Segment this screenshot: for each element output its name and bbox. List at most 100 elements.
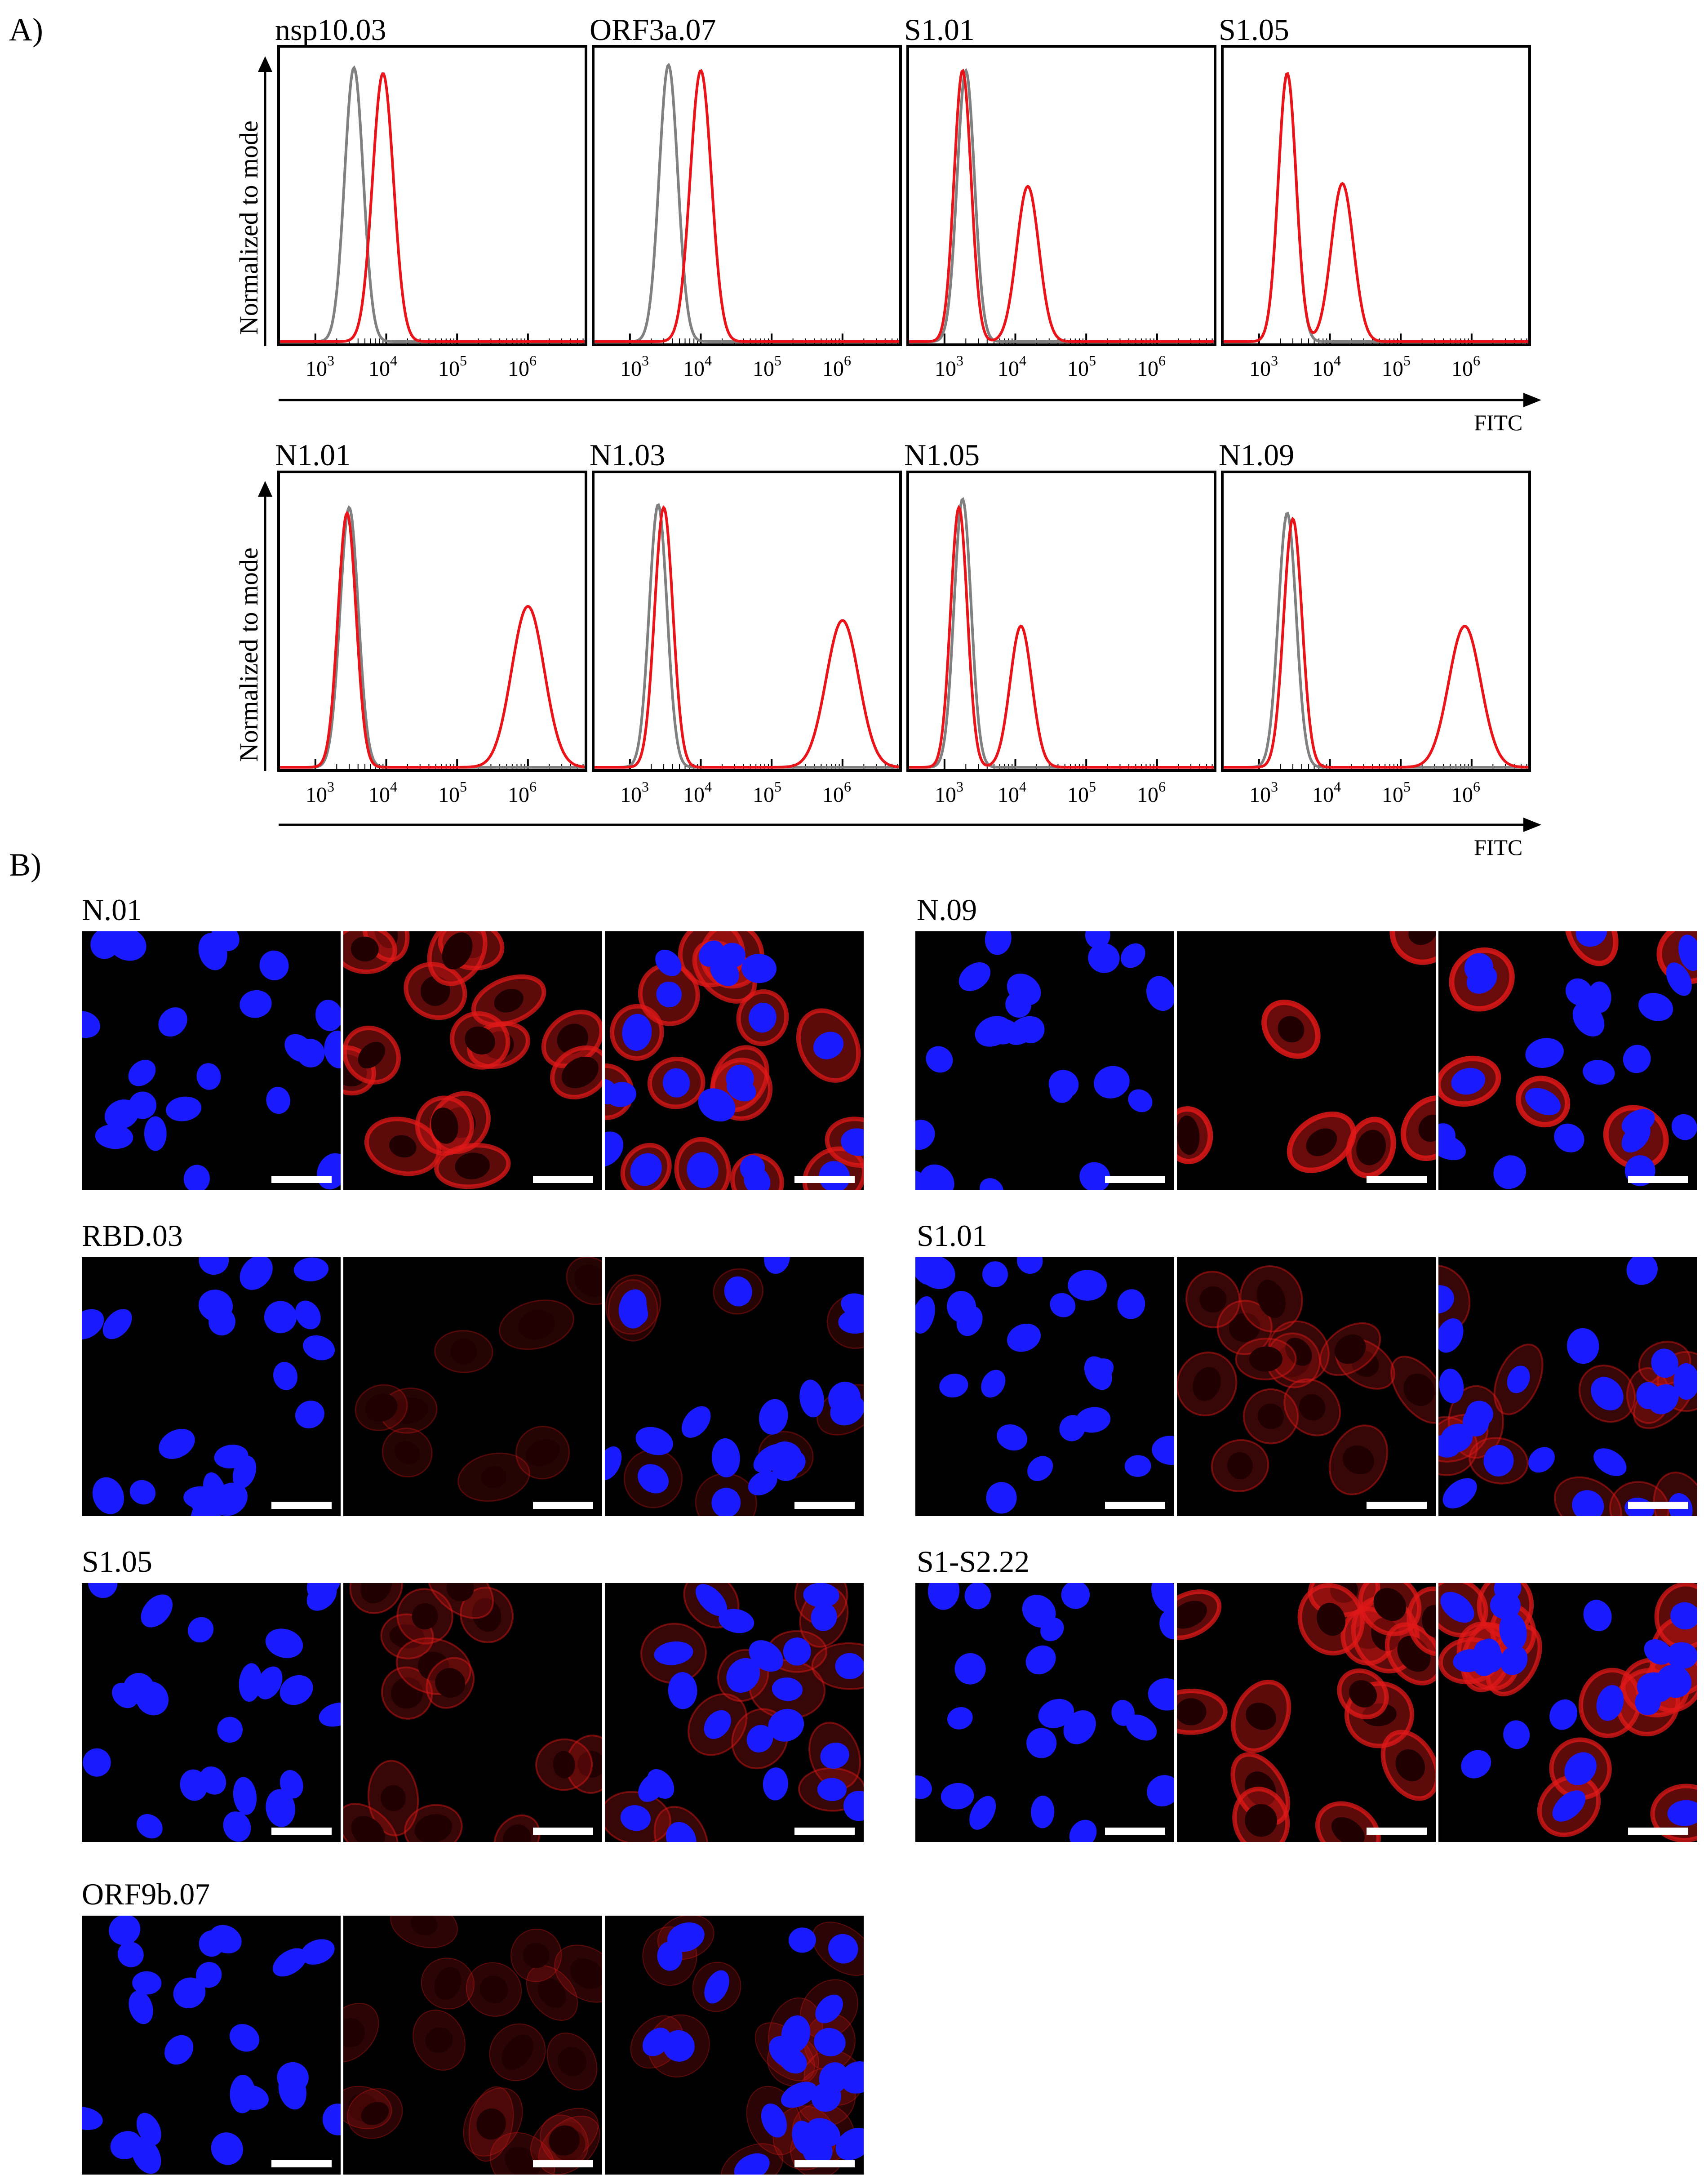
nuclei-image bbox=[82, 1916, 341, 2175]
nucleus-shadow bbox=[389, 1397, 428, 1424]
nucleus bbox=[803, 1583, 839, 1608]
nucleus bbox=[654, 1641, 693, 1665]
nucleus-shadow bbox=[523, 1943, 550, 1968]
merged-channel bbox=[1438, 930, 1698, 1191]
nucleus-shadow bbox=[1285, 1338, 1312, 1366]
nucleus bbox=[734, 2153, 770, 2175]
nucleus-shadow bbox=[1408, 931, 1436, 945]
nucleus bbox=[1493, 1155, 1526, 1189]
stain-image bbox=[1177, 931, 1436, 1190]
nucleus bbox=[704, 1710, 731, 1739]
micrograph-title: N.09 bbox=[917, 893, 977, 927]
nucleus bbox=[666, 1822, 697, 1842]
nucleus bbox=[277, 2062, 309, 2093]
nucleus bbox=[1147, 1775, 1174, 1806]
tick-label: 103 bbox=[1249, 352, 1278, 381]
nucleus bbox=[621, 1302, 648, 1327]
nucleus bbox=[223, 1811, 251, 1842]
nucleus bbox=[740, 1155, 765, 1181]
nucleus bbox=[772, 1677, 803, 1701]
nucleus bbox=[954, 1653, 986, 1685]
nucleus bbox=[1124, 1455, 1151, 1477]
nucleus-shadow bbox=[351, 1816, 385, 1842]
nucleus bbox=[1657, 1664, 1692, 1698]
nucleus bbox=[159, 1428, 195, 1459]
nucleus bbox=[695, 1584, 728, 1616]
dapi-channel bbox=[914, 930, 1175, 1191]
x-axis-label-row-1: FITC bbox=[1474, 410, 1523, 435]
nucleus bbox=[1438, 1123, 1456, 1149]
nucleus bbox=[211, 2132, 243, 2165]
nucleus bbox=[88, 1583, 118, 1598]
nucleus bbox=[979, 1178, 1004, 1190]
histogram-curves bbox=[595, 503, 900, 769]
nucleus-shadow bbox=[360, 1583, 392, 1604]
nucleus bbox=[295, 1401, 324, 1428]
hist-title: N1.09 bbox=[1219, 438, 1295, 472]
nucleus bbox=[668, 1672, 697, 1709]
nucleus bbox=[828, 1934, 858, 1964]
nucleus bbox=[1117, 1289, 1145, 1319]
nucleus bbox=[1027, 1456, 1053, 1481]
nucleus-shadow bbox=[365, 1393, 398, 1422]
x-axis-label-row-2: FITC bbox=[1474, 835, 1523, 860]
histogram-curves bbox=[1224, 512, 1529, 769]
nucleus bbox=[1499, 1612, 1527, 1651]
sample-series-line bbox=[595, 69, 899, 343]
nucleus bbox=[95, 1124, 133, 1149]
nucleus bbox=[969, 1796, 996, 1830]
nucleus bbox=[749, 1002, 777, 1033]
nucleus bbox=[947, 1290, 976, 1323]
nucleus bbox=[781, 2082, 817, 2108]
nucleus bbox=[240, 990, 272, 1018]
histogram-plot bbox=[1221, 45, 1531, 346]
nucleus-shadow bbox=[1397, 1636, 1431, 1672]
dapi-channel bbox=[81, 1582, 342, 1843]
nucleus bbox=[266, 1789, 295, 1827]
nucleus-shadow bbox=[358, 1041, 385, 1068]
nucleus bbox=[1567, 1328, 1599, 1364]
nucleus-shadow bbox=[505, 2147, 540, 2175]
scale-bar bbox=[1105, 1176, 1165, 1183]
nucleus bbox=[324, 1030, 341, 1068]
nucleus bbox=[642, 2028, 671, 2056]
nucleus-shadow bbox=[351, 936, 379, 962]
nucleus bbox=[1623, 1045, 1651, 1073]
nucleus-shadow bbox=[394, 1441, 420, 1464]
nucleus bbox=[687, 1152, 719, 1188]
nucleus bbox=[1591, 1377, 1624, 1410]
nucleus bbox=[109, 1916, 141, 1945]
nucleus bbox=[1063, 1710, 1096, 1744]
nucleus bbox=[811, 2082, 842, 2112]
nucleus-shadow bbox=[1343, 1445, 1375, 1475]
nucleus bbox=[240, 1257, 273, 1290]
nucleus bbox=[144, 1116, 167, 1151]
nucleus bbox=[814, 2028, 846, 2056]
nucleus-shadow bbox=[390, 1677, 423, 1709]
nucleus bbox=[128, 1059, 156, 1086]
nucleus bbox=[820, 1742, 849, 1769]
nucleus bbox=[817, 1778, 847, 1801]
control-series-line bbox=[1224, 512, 1528, 769]
nucleus bbox=[622, 1014, 652, 1051]
nucleus bbox=[1667, 1800, 1697, 1826]
nucleus bbox=[1440, 1423, 1473, 1453]
nucleus bbox=[919, 1257, 955, 1289]
nucleus-shadow bbox=[518, 1309, 555, 1340]
tick-label: 105 bbox=[1067, 778, 1096, 807]
control-series-line bbox=[280, 65, 585, 343]
histogram-curves bbox=[909, 497, 1214, 769]
nucleus bbox=[129, 1990, 153, 2024]
nucleus bbox=[196, 1962, 222, 1988]
nucleus-shadow bbox=[1249, 1346, 1283, 1372]
nucleus bbox=[1148, 1678, 1174, 1711]
scale-bar bbox=[1367, 1502, 1427, 1509]
sample-series-line bbox=[595, 505, 900, 769]
micrograph-title: S1.01 bbox=[917, 1219, 987, 1253]
nucleus bbox=[1128, 1089, 1153, 1112]
nucleus bbox=[915, 1296, 935, 1334]
nucleus-shadow bbox=[1395, 1749, 1425, 1782]
nucleus-shadow bbox=[1422, 1605, 1436, 1638]
nucleus bbox=[1564, 1752, 1597, 1785]
nucleus bbox=[1670, 1602, 1697, 1630]
